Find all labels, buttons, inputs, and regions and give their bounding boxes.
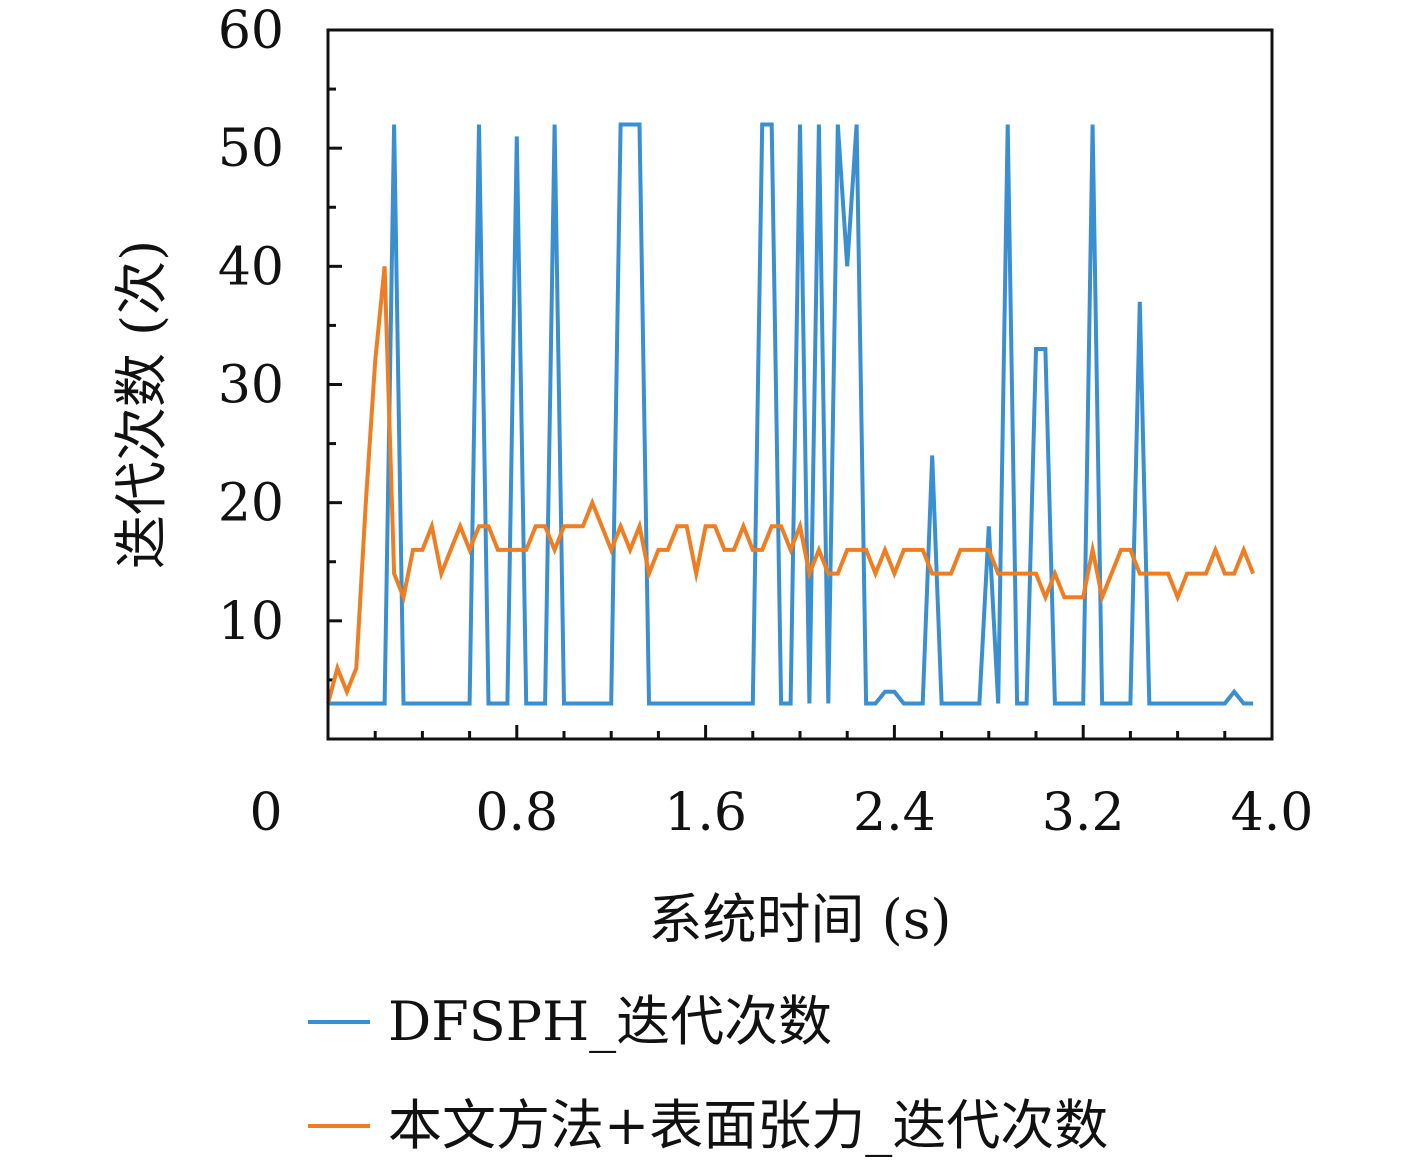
tick-labels: 0 0.8 1.6 2.4 3.2 4.0 10 20 30 40 50 60 [218,1,1314,843]
y-axis-title: 迭代次数 (次) [110,240,173,569]
x-axis-title: 系统时间 (s) [648,888,951,951]
y-tick-label: 50 [218,119,284,179]
series-line-0 [328,122,1254,706]
x-tick-label: 1.6 [664,783,747,843]
plot-frame [326,28,1274,741]
x-tick-label: 0.8 [475,783,558,843]
legend: DFSPH_迭代次数 本文方法+表面张力_迭代次数 [308,990,1108,1157]
y-tick-label: 60 [218,1,284,61]
series-line-1 [326,266,1255,705]
x-tick-label: 4.0 [1231,783,1314,843]
legend-label-dfsph: DFSPH_迭代次数 [388,990,832,1053]
series-lines [326,122,1255,706]
x-tick-label: 3.2 [1042,783,1125,843]
y-tick-label: 40 [218,237,284,297]
y-tick-label: 30 [218,356,284,416]
x-tick-label: 2.4 [853,783,936,843]
y-tick-label: 20 [218,474,284,534]
x-tick-label: 0 [249,783,282,843]
y-tick-label: 10 [218,592,284,652]
legend-label-ours: 本文方法+表面张力_迭代次数 [388,1094,1108,1157]
